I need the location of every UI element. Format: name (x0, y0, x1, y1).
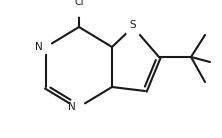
Circle shape (126, 23, 140, 37)
Text: N: N (35, 42, 43, 52)
Circle shape (36, 40, 50, 54)
Text: N: N (68, 102, 76, 112)
Circle shape (70, 0, 88, 16)
Text: S: S (130, 20, 136, 30)
Text: Cl: Cl (74, 0, 84, 7)
Circle shape (69, 100, 83, 114)
